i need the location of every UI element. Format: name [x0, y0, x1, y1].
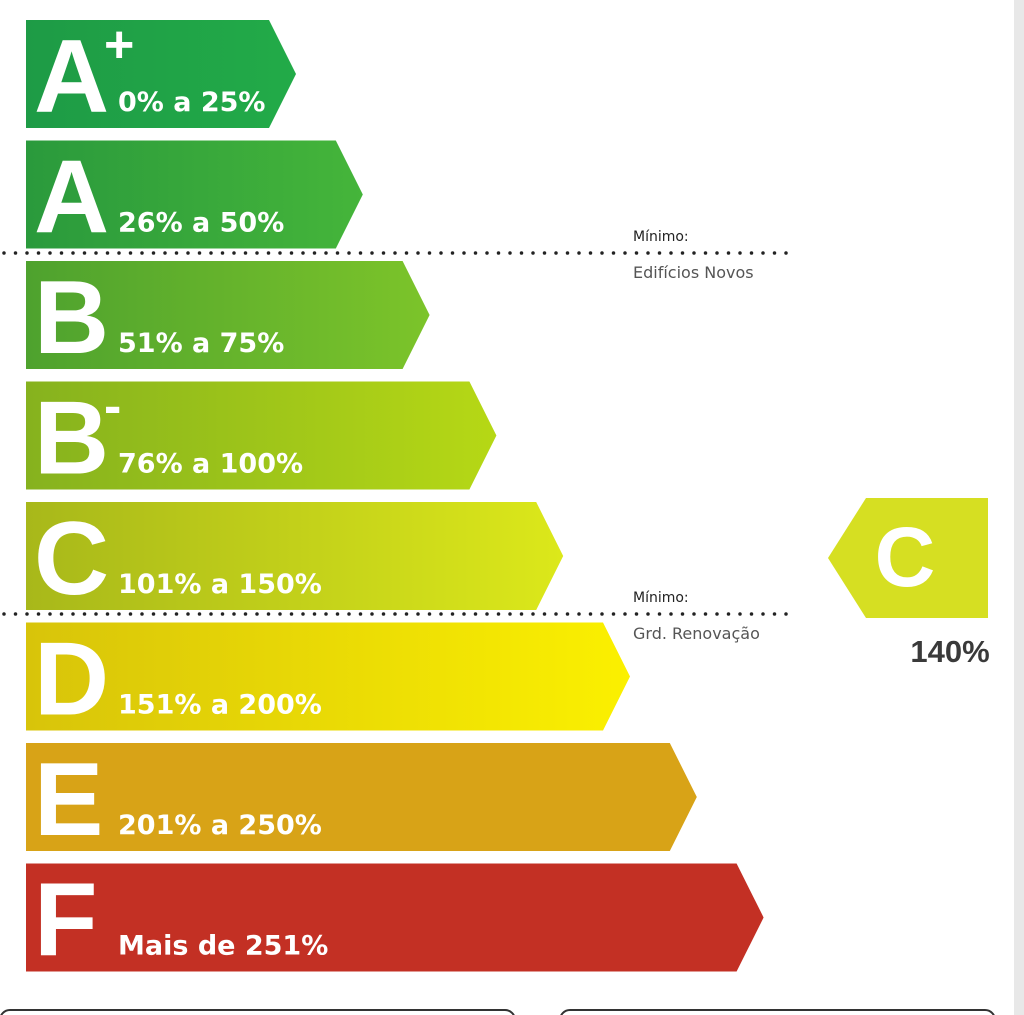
- rating-letter: C: [875, 510, 936, 604]
- class-letter: A: [34, 140, 109, 256]
- threshold-title: Mínimo:: [633, 229, 689, 245]
- class-range: 0% a 25%: [118, 87, 266, 118]
- threshold-label: Edifícios Novos: [633, 263, 754, 282]
- class-bar: [26, 743, 697, 851]
- class-bar: [26, 140, 363, 249]
- class-suffix: +: [104, 16, 134, 74]
- class-range: Mais de 251%: [118, 931, 328, 962]
- class-bar: [26, 20, 296, 128]
- button[interactable]: [0, 1009, 515, 1015]
- class-range: 151% a 200%: [118, 690, 322, 721]
- button[interactable]: [560, 1009, 995, 1015]
- class-letter: D: [34, 622, 109, 738]
- class-letter: F: [34, 863, 98, 979]
- threshold-title: Mínimo:: [633, 590, 689, 606]
- class-bar: [26, 261, 430, 369]
- class-suffix: -: [104, 378, 121, 436]
- scrollbar[interactable]: [1014, 0, 1024, 1015]
- class-range: 51% a 75%: [118, 328, 284, 359]
- class-letter: B: [34, 260, 109, 376]
- rating-value: 140%: [910, 634, 989, 669]
- class-letter: B: [34, 381, 109, 497]
- class-letter: E: [34, 742, 103, 858]
- class-range: 76% a 100%: [118, 449, 303, 480]
- class-bar: [26, 502, 564, 610]
- class-letter: C: [34, 501, 109, 617]
- class-range: 101% a 150%: [118, 569, 322, 600]
- class-bar: [26, 622, 630, 731]
- class-range: 201% a 250%: [118, 810, 322, 841]
- class-bar: [26, 381, 497, 490]
- class-bar: [26, 863, 764, 972]
- class-letter: A: [34, 19, 109, 135]
- threshold-label: Grd. Renovação: [633, 624, 760, 643]
- class-range: 26% a 50%: [118, 208, 284, 239]
- rating-indicator: [828, 498, 988, 618]
